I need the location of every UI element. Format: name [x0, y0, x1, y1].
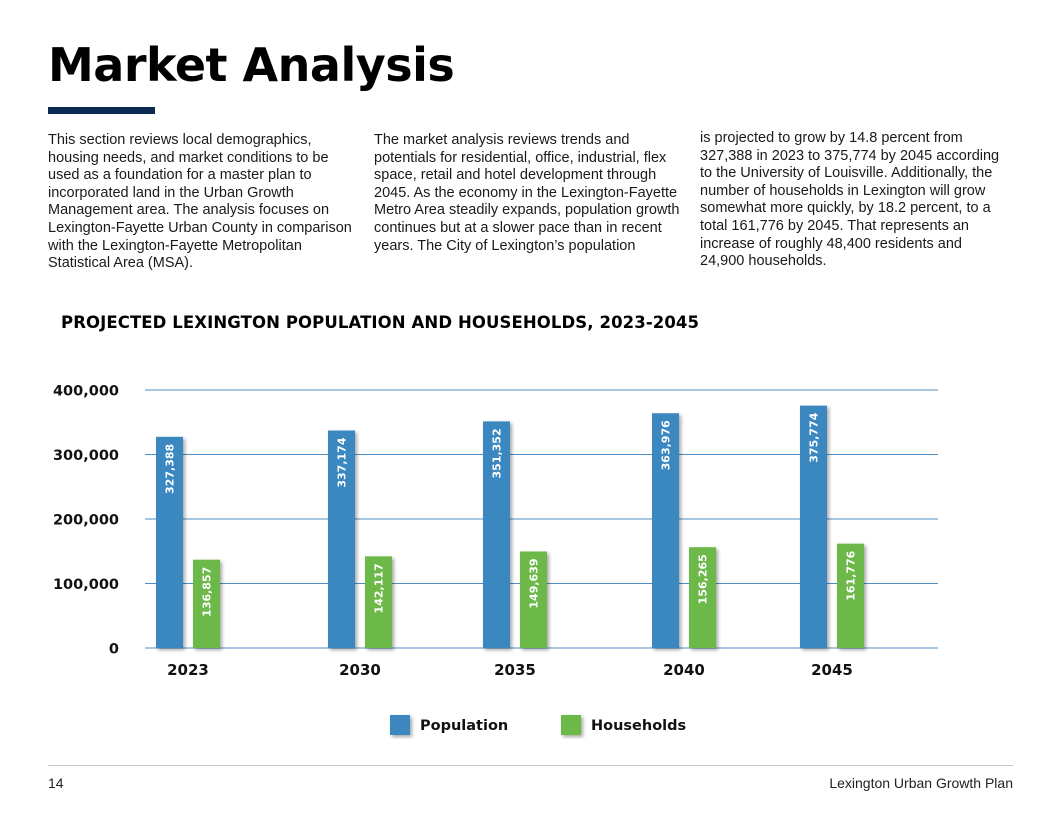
bar-households-2030 [365, 556, 392, 648]
bar-data-label: 351,352 [491, 428, 504, 478]
bar-data-label: 363,976 [660, 420, 673, 470]
bar-households-2040 [689, 547, 716, 648]
bar-population-2045 [800, 405, 827, 648]
x-tick-label: 2030 [339, 661, 381, 679]
bar-data-label: 375,774 [808, 412, 821, 462]
bar-data-label: 136,857 [201, 567, 214, 617]
x-tick-label: 2045 [811, 661, 853, 679]
bar-data-label: 161,776 [845, 550, 858, 600]
bar-households-2035 [520, 551, 547, 648]
bar-population-2040 [652, 413, 679, 648]
bar-population-2035 [483, 421, 510, 648]
chart-title: PROJECTED LEXINGTON POPULATION AND HOUSE… [61, 313, 700, 332]
legend-swatch-population [390, 715, 410, 735]
bar-data-label: 156,265 [697, 554, 710, 604]
bar-data-label: 149,639 [528, 558, 541, 608]
page-title: Market Analysis [48, 38, 455, 92]
bar-data-label: 142,117 [373, 563, 386, 613]
page-number: 14 [48, 775, 64, 791]
bar-population-2030 [328, 430, 355, 648]
legend-label-population: Population [420, 718, 508, 734]
legend-label-households: Households [591, 718, 686, 734]
intro-paragraph-1: This section reviews local demographics,… [48, 132, 352, 272]
bar-households-2045 [837, 543, 864, 648]
x-tick-label: 2023 [167, 661, 209, 679]
legend-swatch-households [561, 715, 581, 735]
bar-data-label: 337,174 [336, 437, 349, 487]
bar-data-label: 327,388 [164, 444, 177, 494]
x-tick-label: 2040 [663, 661, 705, 679]
y-tick-label: 400,000 [53, 384, 119, 400]
title-underline [48, 107, 155, 114]
intro-paragraph-2: The market analysis reviews trends and p… [374, 132, 680, 254]
document-title: Lexington Urban Growth Plan [829, 775, 1013, 791]
x-tick-label: 2035 [494, 661, 536, 679]
bar-population-2023 [156, 436, 183, 648]
bar-households-2023 [193, 559, 220, 648]
y-tick-label: 200,000 [53, 513, 119, 529]
y-tick-label: 300,000 [53, 448, 119, 464]
footer-divider [48, 765, 1013, 766]
intro-paragraph-3: is projected to grow by 14.8 percent fro… [700, 130, 1000, 270]
y-tick-label: 0 [109, 642, 119, 658]
y-tick-label: 100,000 [53, 577, 119, 593]
